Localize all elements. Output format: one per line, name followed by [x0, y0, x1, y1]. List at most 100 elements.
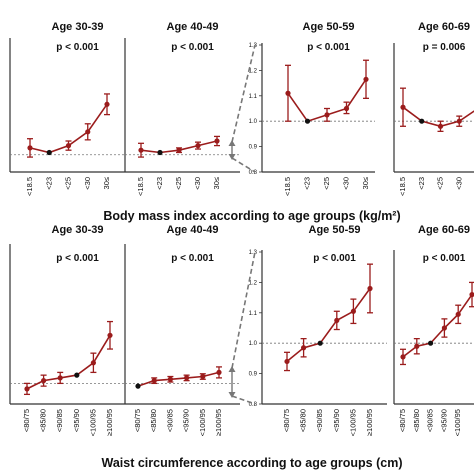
panel-4: Age 60-69 p = 0.006 <18.5 <23 <25 <30 [393, 21, 474, 196]
zoom-connector-top-upper [231, 44, 256, 143]
zoom-connector-bottom-lower [231, 395, 256, 405]
p-value: p < 0.001 [423, 253, 466, 264]
x-tick-label: <85/80 [299, 409, 308, 432]
y-tick-label: 1.2 [249, 280, 258, 286]
x-tick-label: <23 [303, 177, 312, 190]
data-point [216, 369, 222, 375]
y-tick-label: 1.1 [249, 94, 258, 100]
panel-title: Age 60-69 [418, 224, 470, 236]
x-tick-label: 30≤ [102, 177, 111, 189]
panel-title: Age 40-49 [167, 224, 219, 236]
x-tick-label: <85/80 [412, 409, 421, 432]
panel-title: Age 50-59 [303, 21, 355, 33]
data-point [414, 343, 420, 349]
data-point [400, 354, 406, 360]
zoom-connector-top-lower [231, 157, 256, 173]
y-tick-label: 0.9 [249, 372, 258, 378]
caption-top: Body mass index according to age groups … [103, 209, 400, 223]
x-tick-label: <90/85 [426, 409, 435, 432]
data-point [27, 145, 33, 151]
p-value: p < 0.001 [56, 42, 99, 53]
data-point [57, 375, 63, 381]
p-value: p < 0.001 [56, 253, 99, 264]
p-value: p < 0.001 [171, 42, 214, 53]
data-point [324, 112, 330, 118]
x-tick-label: <80/75 [22, 409, 31, 432]
data-point [343, 105, 350, 112]
data-point [301, 345, 307, 351]
data-point [456, 118, 462, 124]
series-line [402, 294, 473, 358]
zoom-arrow-bottom-up [228, 366, 236, 372]
reference-point [428, 340, 434, 346]
x-tick-label: <18.5 [398, 177, 407, 196]
x-tick-label: <95/90 [182, 409, 191, 432]
data-point [284, 358, 290, 365]
x-tick-label: <25 [64, 177, 73, 190]
zoom-connector-bottom-upper [231, 251, 256, 369]
panel-2: Age 40-49 p < 0.001 <18.5 <23 <25 <30 30≤ [124, 21, 240, 196]
reference-point [304, 118, 311, 124]
x-tick-label: <25 [436, 177, 445, 190]
panel-6: Age 40-49 p < 0.001 <80/75 <85/80 <90/85 <95/… [124, 224, 240, 436]
y-tick-label: 1.2 [249, 68, 258, 74]
y-tick-label: 0.8 [249, 402, 258, 408]
data-point [151, 378, 157, 384]
y-tick-label: 1.3 [249, 43, 258, 49]
x-tick-label: <23 [417, 177, 426, 190]
reference-point [317, 340, 323, 346]
y-tick-label: 1.0 [249, 119, 258, 125]
panel-title: Age 30-39 [52, 224, 104, 236]
panel-title: Age 40-49 [167, 21, 219, 33]
p-value: p < 0.001 [171, 253, 214, 264]
reference-point [135, 383, 141, 389]
x-tick-label: <18.5 [136, 177, 145, 196]
data-point [350, 308, 356, 314]
p-value: p < 0.001 [313, 253, 356, 264]
x-tick-label: <95/90 [332, 409, 341, 432]
data-point [455, 311, 461, 317]
x-tick-label: <90/85 [315, 409, 324, 432]
x-tick-label: <85/80 [39, 409, 48, 432]
x-tick-label: <100/95 [453, 409, 462, 436]
x-tick-label: <80/75 [282, 409, 291, 432]
series-line [402, 106, 474, 128]
panel-title: Age 60-69 [418, 21, 470, 33]
y-tick-label: 0.8 [249, 170, 258, 176]
panel-8: Age 60-69 p < 0.001 <80/75 <85/80 <90/85 <95/… [393, 224, 474, 436]
x-tick-label: ≥100/95 [105, 409, 114, 436]
data-point [24, 386, 30, 392]
x-tick-label: <30 [83, 177, 92, 190]
data-point [285, 90, 291, 96]
panel-3: Age 50-59 p < 0.001 0.8 0.9 1.0 1.1 1.2 1.3 <18.… [249, 21, 375, 196]
x-tick-label: <23 [44, 177, 53, 190]
x-tick-label: <30 [342, 177, 351, 190]
x-tick-label: <95/90 [72, 409, 81, 432]
x-tick-label: <30 [454, 177, 463, 190]
overlay [228, 44, 256, 405]
x-tick-label: <85/80 [149, 409, 158, 432]
data-point [65, 143, 72, 149]
panels: Age 30-39p < 0.001<18.5 <23 <25 <30 30≤Age 4… [9, 21, 474, 436]
data-point [104, 101, 110, 107]
x-tick-label: <100/95 [348, 409, 357, 436]
x-tick-label: ≥100/95 [214, 409, 223, 436]
data-point [195, 143, 201, 149]
y-tick-label: 1.3 [249, 250, 258, 256]
x-tick-label: <30 [193, 177, 202, 190]
data-point [363, 76, 369, 82]
x-tick-label: <100/95 [198, 409, 207, 436]
data-point [214, 138, 220, 144]
data-point [85, 129, 91, 135]
x-tick-label: <95/90 [439, 409, 448, 432]
panel-5: Age 30-39 p < 0.001 <80/75 <85/80 <90/85 <95/… [9, 224, 125, 436]
x-tick-label: <80/75 [133, 409, 142, 432]
x-tick-label: <23 [155, 177, 164, 190]
x-tick-label: 30≤ [361, 177, 370, 189]
x-tick-label: 30≤ [212, 177, 221, 189]
x-tick-label: <25 [174, 177, 183, 190]
x-tick-label: <100/95 [88, 409, 97, 436]
data-point [200, 373, 206, 380]
reference-point [46, 149, 52, 156]
